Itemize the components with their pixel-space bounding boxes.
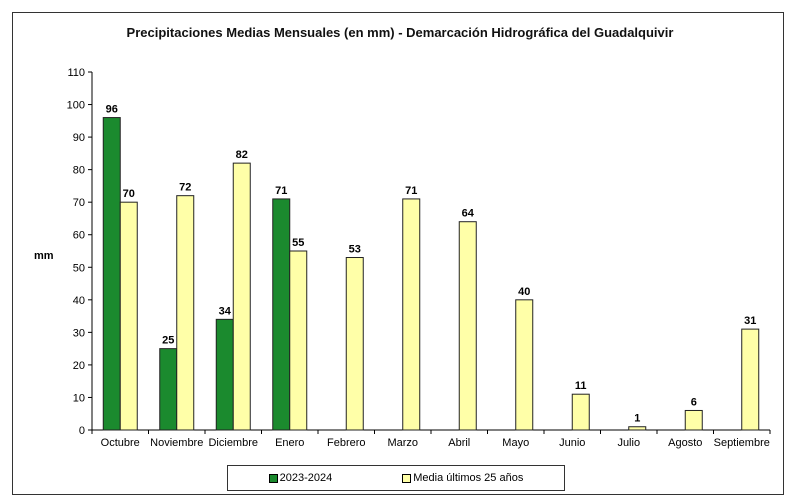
x-tick-label: Abril (448, 437, 470, 449)
x-tick-label: Junio (559, 437, 585, 449)
data-label: 11 (575, 380, 587, 392)
bar-2023-2024 (159, 348, 178, 431)
y-tick-label: 50 (73, 262, 85, 274)
bar-media (515, 299, 534, 431)
y-tick-label: 70 (73, 197, 85, 209)
x-tick-label: Julio (617, 437, 640, 449)
bar-2023-2024 (215, 318, 234, 431)
x-tick-label: Mayo (502, 437, 529, 449)
bar-2023-2024 (102, 117, 121, 431)
bar-media (232, 162, 251, 431)
bar-media (176, 195, 195, 431)
y-tick-label: 90 (73, 132, 85, 144)
bar-media (684, 409, 703, 431)
legend-label: Media últimos 25 años (413, 472, 524, 484)
y-tick-label: 0 (79, 425, 85, 437)
x-tick-label: Marzo (387, 437, 418, 449)
y-tick-label: 40 (73, 295, 85, 307)
x-tick-label: Diciembre (208, 437, 258, 449)
legend-label: 2023-2024 (279, 472, 333, 484)
data-label: 25 (162, 335, 174, 347)
y-tick-label: 110 (67, 67, 85, 79)
data-label: 31 (744, 315, 756, 327)
chart-title: Precipitaciones Medias Mensuales (en mm)… (126, 25, 674, 40)
y-axis-label: mm (34, 250, 54, 262)
data-label: 96 (106, 104, 118, 116)
bar-2023-2024 (272, 198, 291, 431)
x-tick-label: Noviembre (150, 437, 203, 449)
y-tick-label: 60 (73, 230, 85, 242)
data-label: 34 (219, 305, 232, 317)
bar-media (119, 201, 138, 431)
data-label: 40 (518, 286, 530, 298)
y-tick-label: 80 (73, 165, 85, 177)
bar-media (571, 393, 590, 431)
legend-swatch (268, 473, 278, 483)
legend-item-media: Media últimos 25 años (402, 472, 523, 484)
bar-media (741, 328, 760, 431)
bar-media (628, 426, 647, 431)
bar-media (289, 250, 308, 431)
data-label: 64 (462, 208, 475, 220)
x-tick-label: Agosto (668, 437, 702, 449)
chart-frame (12, 12, 784, 495)
data-label: 71 (275, 185, 287, 197)
y-tick-label: 20 (73, 360, 85, 372)
data-label: 71 (405, 185, 417, 197)
x-tick-label: Octubre (101, 437, 140, 449)
y-tick-label: 10 (73, 392, 85, 404)
y-tick-label: 30 (73, 327, 85, 339)
bar-media (458, 221, 477, 431)
data-label: 70 (123, 188, 135, 200)
data-label: 72 (179, 182, 191, 194)
data-label: 6 (691, 396, 697, 408)
data-label: 82 (236, 149, 248, 161)
data-label: 53 (349, 244, 361, 256)
x-tick-label: Enero (275, 437, 304, 449)
legend-item-2023-2024: 2023-2024 (268, 472, 333, 484)
data-label: 55 (292, 237, 304, 249)
bar-media (402, 198, 421, 431)
bar-media (345, 257, 364, 431)
x-tick-label: Septiembre (714, 437, 770, 449)
y-tick-label: 100 (67, 100, 85, 112)
legend-swatch (402, 473, 412, 483)
legend: 2023-2024 Media últimos 25 años (227, 465, 565, 491)
data-label: 1 (634, 413, 640, 425)
x-tick-label: Febrero (327, 437, 366, 449)
